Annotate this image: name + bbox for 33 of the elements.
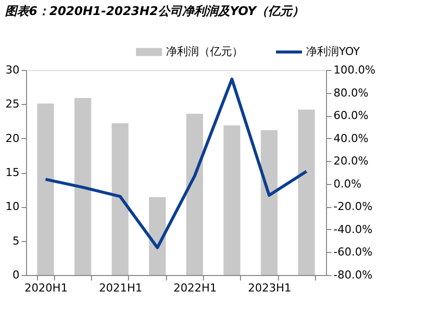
bar [112, 123, 128, 275]
bar [74, 98, 92, 275]
bar [186, 114, 204, 275]
y-tick-label: 25 [6, 98, 20, 111]
y-tick-label: 10 [6, 200, 20, 214]
y2-tick-label: 40.0% [334, 132, 368, 145]
legend-label: 净利润（亿元） [166, 45, 243, 58]
y-tick-label: 15 [6, 166, 20, 179]
y2-tick-label: -80.0% [334, 268, 372, 282]
y2-tick-label: -20.0% [334, 200, 372, 214]
bar [298, 110, 315, 275]
x-tick-label: 2021H1 [98, 282, 142, 294]
bar [260, 130, 278, 275]
legend-label: 净利润YOY [306, 45, 360, 58]
bar [148, 197, 166, 275]
y-tick-label: 20 [6, 132, 20, 145]
y2-tick-label: 80.0% [334, 86, 368, 100]
chart-title: 图表6：2020H1-2023H2公司净利润及YOY（亿元） [5, 4, 304, 18]
y2-tick-label: 100.0% [334, 64, 376, 76]
y2-tick-label: 20.0% [334, 154, 368, 168]
y2-tick-label: 0.0% [334, 177, 362, 190]
y2-tick-label: -60.0% [334, 246, 372, 259]
x-tick-label: 2022H1 [174, 282, 217, 294]
y-tick-label: 5 [12, 234, 20, 248]
y-tick-label: 0 [12, 268, 20, 282]
y2-tick-label: 60.0% [334, 109, 368, 122]
x-tick-label: 2023H1 [248, 282, 292, 294]
x-tick-label: 2020H1 [24, 282, 68, 294]
y-tick-label: 30 [6, 64, 20, 76]
bar [224, 125, 240, 275]
y2-tick-label: -40.0% [334, 222, 372, 236]
line-series [44, 78, 308, 250]
bar [37, 103, 54, 275]
